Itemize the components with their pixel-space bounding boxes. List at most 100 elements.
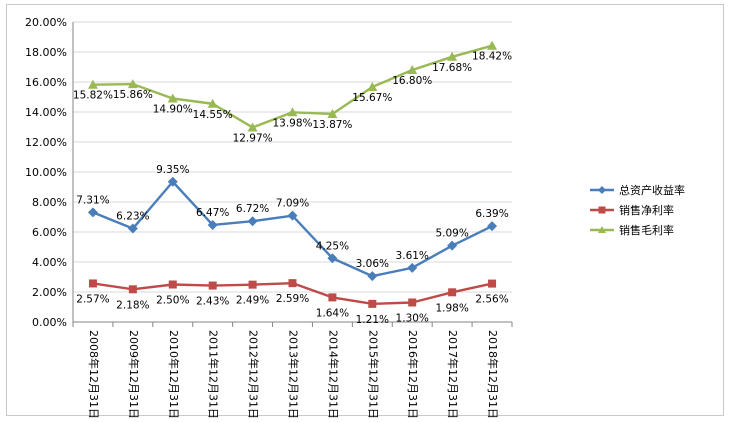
data-point xyxy=(128,285,137,294)
series-1: 7.31% 6.23% 9.35% 6.47% 6.72% 7.09% 4.25% 3.06%… xyxy=(76,164,509,282)
series-2: 2.57% 2.18% 2.50% 2.43% 2.49% 2.59% 1.64% 1.21%… xyxy=(76,279,509,326)
y-tick-label: 8.00% xyxy=(32,196,67,209)
data-point xyxy=(127,79,138,89)
data-label: 2.56% xyxy=(475,294,508,306)
y-tick-label: 20.00% xyxy=(25,16,67,29)
data-label: 3.06% xyxy=(356,258,389,270)
legend-label: 销售净利率 xyxy=(619,203,674,217)
data-label: 4.25% xyxy=(316,240,349,252)
y-tick-label: 2.00% xyxy=(32,286,67,299)
data-point xyxy=(367,81,378,91)
data-point xyxy=(368,299,377,308)
data-label: 13.87% xyxy=(312,119,352,131)
data-label: 7.09% xyxy=(276,198,309,210)
legend-label: 销售毛利率 xyxy=(619,223,674,237)
data-label: 7.31% xyxy=(76,194,109,206)
legend-item: 销售毛利率 xyxy=(590,223,674,237)
data-label: 16.80% xyxy=(392,75,432,87)
data-point xyxy=(288,279,297,288)
x-tick-label: 2017年12月31日 xyxy=(446,330,460,419)
data-label: 1.30% xyxy=(396,313,429,325)
data-point xyxy=(487,40,498,50)
data-label: 1.98% xyxy=(435,302,468,314)
data-point xyxy=(168,280,177,289)
y-tick-label: 18.00% xyxy=(25,46,67,59)
data-point xyxy=(327,253,338,264)
data-label: 15.67% xyxy=(352,92,392,104)
data-label: 2.49% xyxy=(236,295,269,307)
data-label: 2.59% xyxy=(276,293,309,305)
data-point xyxy=(487,221,498,232)
data-point xyxy=(407,65,418,74)
data-point xyxy=(167,93,178,103)
y-tick-label: 4.00% xyxy=(32,256,67,269)
data-label: 3.61% xyxy=(396,250,429,262)
x-tick-label: 2009年12月31日 xyxy=(127,330,141,419)
data-point xyxy=(87,79,98,89)
y-tick-label: 10.00% xyxy=(25,166,67,179)
data-point xyxy=(447,51,458,61)
data-point xyxy=(247,122,258,132)
data-point xyxy=(488,279,497,288)
data-point xyxy=(327,108,338,118)
data-point xyxy=(207,219,218,230)
data-label: 1.64% xyxy=(316,307,349,319)
data-point xyxy=(208,281,217,290)
legend-marker xyxy=(598,206,606,214)
data-label: 18.42% xyxy=(472,51,512,63)
data-point xyxy=(247,216,258,227)
data-point xyxy=(287,107,298,117)
x-tick-label: 2015年12月31日 xyxy=(366,330,380,419)
data-label: 14.55% xyxy=(193,109,233,121)
legend-item: 总资产收益率 xyxy=(590,183,685,197)
legend-marker xyxy=(598,226,606,233)
data-point xyxy=(88,279,97,288)
data-point xyxy=(287,210,298,221)
data-point xyxy=(207,98,218,108)
y-tick-label: 16.00% xyxy=(25,76,67,89)
x-tick-label: 2012年12月31日 xyxy=(247,330,261,419)
data-point xyxy=(248,280,257,289)
x-tick-label: 2016年12月31日 xyxy=(406,330,420,419)
data-point xyxy=(447,240,458,251)
data-point xyxy=(448,288,457,297)
data-point xyxy=(87,207,98,218)
y-tick-label: 6.00% xyxy=(32,226,67,239)
data-point xyxy=(127,223,138,234)
data-label: 2.18% xyxy=(116,299,149,311)
data-label: 5.09% xyxy=(435,228,468,240)
data-point xyxy=(167,176,178,187)
x-tick-label: 2010年12月31日 xyxy=(167,330,181,419)
data-label: 6.72% xyxy=(236,203,269,215)
x-tick-label: 2013年12月31日 xyxy=(287,330,301,419)
data-label: 2.57% xyxy=(76,293,109,305)
data-label: 15.86% xyxy=(113,89,153,101)
data-label: 2.50% xyxy=(156,295,189,307)
legend-label: 总资产收益率 xyxy=(619,183,685,197)
data-label: 17.68% xyxy=(432,62,472,74)
data-label: 15.82% xyxy=(73,90,113,102)
x-tick-label: 2011年12月31日 xyxy=(207,330,221,419)
legend-marker xyxy=(598,186,606,194)
legend-item: 销售净利率 xyxy=(590,203,674,217)
y-tick-label: 14.00% xyxy=(25,106,67,119)
data-label: 6.23% xyxy=(116,211,149,223)
data-label: 6.47% xyxy=(196,207,229,219)
data-label: 6.39% xyxy=(475,208,508,220)
x-tick-label: 2018年12月31日 xyxy=(486,330,500,419)
x-tick-label: 2014年12月31日 xyxy=(326,330,340,419)
data-point xyxy=(408,298,417,307)
x-tick-label: 2008年12月31日 xyxy=(87,330,101,419)
data-label: 13.98% xyxy=(272,117,312,129)
data-label: 2.43% xyxy=(196,296,229,308)
data-point xyxy=(367,271,378,282)
data-point xyxy=(328,293,337,302)
data-point xyxy=(407,262,418,273)
data-label: 9.35% xyxy=(156,164,189,176)
series-3: 15.82% 15.86%14.90% 14.55%12.97% 13.98% 13.8… xyxy=(73,40,512,144)
y-tick-label: 12.00% xyxy=(25,136,67,149)
data-label: 14.90% xyxy=(153,104,193,116)
y-tick-label: 0.00% xyxy=(32,316,67,329)
data-label: 12.97% xyxy=(233,132,273,144)
